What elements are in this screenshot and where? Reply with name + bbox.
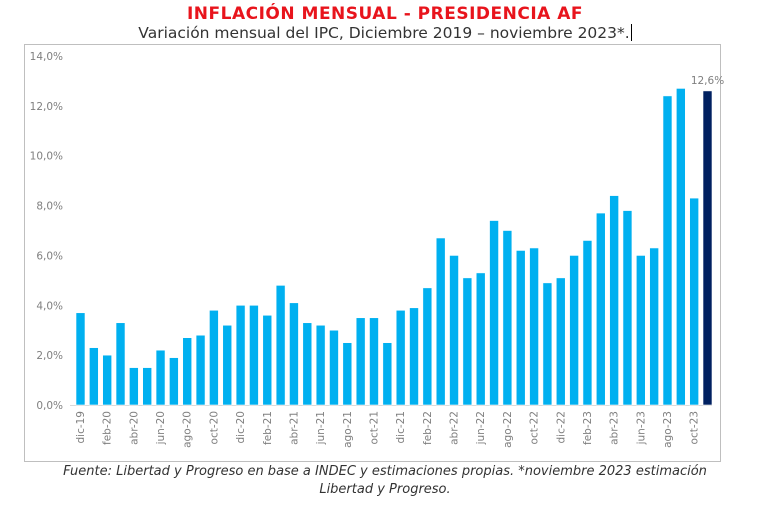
y-tick-label: 6,0% xyxy=(36,250,63,262)
bar-may-22 xyxy=(462,277,473,406)
bar-may-20 xyxy=(142,367,152,406)
bar-sep-23 xyxy=(676,88,686,406)
bar-abr-21 xyxy=(289,302,299,406)
x-tick-label: oct-21 xyxy=(368,411,380,444)
bar-ene-22 xyxy=(409,307,419,406)
bar-feb-22 xyxy=(422,287,433,406)
source-note-line1: Fuente: Libertad y Progreso en base a IN… xyxy=(63,464,707,479)
bar-jul-21 xyxy=(329,329,339,406)
bar-nov-23 xyxy=(702,90,713,406)
bar-ene-23 xyxy=(569,255,579,406)
bar-may-23 xyxy=(622,210,633,406)
bar-mar-20 xyxy=(115,322,126,406)
bar-ene-21 xyxy=(249,304,259,406)
x-axis: dic-19 feb-20 abr-20 jun-20 ago-20 oct-20 dic-… xyxy=(75,411,701,448)
bar-nov-22 xyxy=(542,282,553,406)
bar-oct-20 xyxy=(209,309,219,406)
bar-jun-22 xyxy=(475,272,486,406)
bar-ago-20 xyxy=(182,337,193,406)
bar-sep-22 xyxy=(515,250,526,406)
bar-dic-20 xyxy=(235,304,246,406)
bar-abr-23 xyxy=(609,195,619,406)
y-tick-label: 2,0% xyxy=(36,350,63,362)
bar-dic-22 xyxy=(555,277,566,406)
bar-jun-23 xyxy=(635,255,646,406)
chart-title: INFLACIÓN MENSUAL - PRESIDENCIA AF xyxy=(0,4,770,24)
x-tick-label: feb-22 xyxy=(422,411,434,445)
bar-feb-20 xyxy=(102,354,112,406)
x-tick-label: ago-21 xyxy=(342,411,354,448)
x-tick-label: feb-20 xyxy=(102,411,114,445)
bar-abr-22 xyxy=(449,255,459,406)
bar-nov-21 xyxy=(382,342,393,406)
x-tick-label: jun-20 xyxy=(155,411,167,445)
x-tick-label: dic-20 xyxy=(235,411,247,444)
x-tick-label: jun-23 xyxy=(635,411,647,445)
x-tick-label: feb-23 xyxy=(582,411,594,445)
bar-dic-21 xyxy=(395,309,406,406)
bar-feb-23 xyxy=(582,240,593,406)
bar-sep-20 xyxy=(195,334,206,406)
bar-abr-20 xyxy=(129,367,139,406)
x-tick-label: oct-20 xyxy=(208,411,220,444)
x-tick-label: ago-20 xyxy=(182,411,194,448)
x-tick-label: dic-21 xyxy=(395,411,407,444)
x-tick-label: ago-23 xyxy=(662,411,674,448)
x-tick-label: ago-22 xyxy=(502,411,514,448)
text-cursor xyxy=(630,24,632,41)
source-note: Fuente: Libertad y Progreso en base a IN… xyxy=(0,463,770,499)
bar-mar-22 xyxy=(435,237,446,406)
data-labels: 12,6% xyxy=(691,75,724,87)
y-tick-label: 14,0% xyxy=(30,51,63,63)
x-tick-label: abr-22 xyxy=(449,411,461,445)
x-tick-label: dic-22 xyxy=(555,411,567,444)
bar-jun-21 xyxy=(315,324,326,406)
x-tick-label: feb-21 xyxy=(262,411,274,445)
bar-jun-20 xyxy=(155,349,166,406)
y-tick-label: 12,0% xyxy=(30,101,63,113)
x-tick-label: jun-21 xyxy=(315,411,327,445)
bar-jul-23 xyxy=(649,247,659,406)
x-tick-label: abr-21 xyxy=(288,411,300,445)
bar-ago-22 xyxy=(502,230,513,406)
x-tick-label: oct-22 xyxy=(529,411,541,444)
bar-nov-20 xyxy=(222,324,233,406)
chart-title-main: INFLACIÓN MENSUAL - PRESIDENCIA AF xyxy=(186,4,584,24)
x-tick-label: dic-19 xyxy=(75,411,87,444)
y-tick-label: 10,0% xyxy=(30,151,63,163)
x-tick-label: abr-20 xyxy=(128,411,140,445)
bar-ago-23 xyxy=(662,95,673,406)
x-tick-label: jun-22 xyxy=(475,411,487,445)
y-tick-label: 0,0% xyxy=(36,400,63,412)
y-tick-label: 8,0% xyxy=(36,201,63,213)
bar-oct-23 xyxy=(689,197,699,406)
bar-feb-21 xyxy=(262,314,273,406)
bar-mar-21 xyxy=(275,285,286,406)
bar-jul-20 xyxy=(169,357,179,406)
bar-sep-21 xyxy=(355,317,366,406)
y-tick-label: 4,0% xyxy=(36,300,63,312)
bar-dic-19 xyxy=(75,312,86,406)
source-note-line2: Libertad y Progreso. xyxy=(319,482,451,497)
x-tick-label: oct-23 xyxy=(689,411,701,444)
bar-oct-22 xyxy=(529,247,539,406)
x-tick-label: abr-23 xyxy=(609,411,621,445)
bar-oct-21 xyxy=(369,317,379,406)
chart-subtitle: Variación mensual del IPC, Diciembre 201… xyxy=(0,23,770,43)
bar-ene-20 xyxy=(89,347,99,406)
bar-may-21 xyxy=(302,322,313,406)
bar-mar-23 xyxy=(595,212,606,406)
bar-jul-22 xyxy=(489,220,499,406)
data-label-nov-23: 12,6% xyxy=(691,75,724,87)
bar-ago-21 xyxy=(342,342,353,406)
bars xyxy=(75,88,713,406)
chart-subtitle-text: Variación mensual del IPC, Diciembre 201… xyxy=(138,24,630,42)
y-axis: 0,0% 2,0% 4,0% 6,0% 8,0% 10,0% 12,0% 14,0% xyxy=(30,51,712,412)
